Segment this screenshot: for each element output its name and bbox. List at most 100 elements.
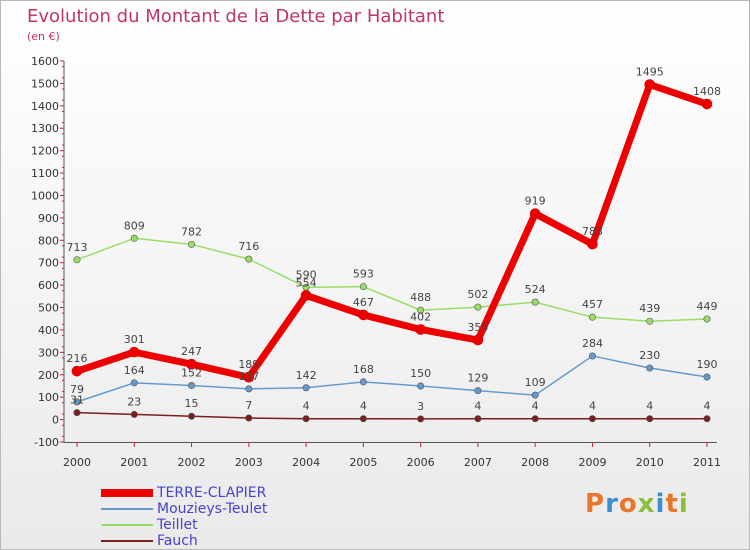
data-point: [302, 384, 310, 392]
x-tick-label: 2010: [636, 456, 664, 469]
y-tick-label: 200: [38, 369, 59, 382]
y-tick-label: 1100: [31, 167, 59, 180]
data-label: 190: [697, 358, 718, 371]
y-tick-label: 300: [38, 346, 59, 359]
data-label: 919: [525, 195, 546, 208]
data-label: 4: [360, 400, 367, 413]
x-tick-label: 2005: [349, 456, 377, 469]
data-point: [188, 382, 196, 390]
data-point: [130, 410, 138, 418]
data-label: 7: [245, 399, 252, 412]
data-label: 152: [181, 367, 202, 380]
data-point: [415, 324, 426, 335]
x-tick-label: 2011: [693, 456, 721, 469]
data-point: [588, 352, 596, 360]
data-label: 467: [353, 296, 374, 309]
data-point: [130, 234, 138, 242]
data-label: 31: [70, 394, 84, 407]
data-label: 593: [353, 268, 374, 281]
series-line: [76, 355, 708, 403]
legend-swatch: [101, 508, 153, 510]
x-tick-label: 2001: [120, 456, 148, 469]
data-label: 150: [410, 367, 431, 380]
legend-label: Mouzieys-Teulet: [157, 501, 268, 517]
data-label: 488: [410, 291, 431, 304]
data-point: [474, 303, 482, 311]
y-tick-label: -100: [34, 436, 59, 449]
data-label: 783: [582, 225, 603, 238]
data-label: 15: [185, 397, 199, 410]
legend-item: Mouzieys-Teulet: [101, 501, 361, 517]
y-tick-label: 100: [38, 391, 59, 404]
data-label: 4: [646, 400, 653, 413]
legend-item: Teillet: [101, 517, 361, 533]
x-tick-label: 2007: [464, 456, 492, 469]
data-point: [703, 373, 711, 381]
data-point: [646, 415, 654, 423]
data-label: 590: [296, 268, 317, 281]
data-point: [130, 379, 138, 387]
data-label: 1408: [693, 85, 721, 98]
data-point: [588, 415, 596, 423]
data-point: [474, 415, 482, 423]
x-tick-label: 2008: [521, 456, 549, 469]
x-tick-label: 2003: [235, 456, 263, 469]
y-tick-label: 1600: [31, 55, 59, 68]
data-label: 4: [589, 400, 596, 413]
data-point: [128, 346, 140, 358]
series-line: [76, 411, 708, 420]
y-tick-label: 1000: [31, 189, 59, 202]
data-label: 168: [353, 363, 374, 376]
data-label: 439: [639, 302, 660, 315]
x-tick-label: 2000: [63, 456, 91, 469]
data-label: 301: [124, 333, 145, 346]
data-point: [245, 255, 253, 263]
data-point: [245, 414, 253, 422]
data-point: [71, 365, 83, 377]
data-label: 809: [124, 219, 145, 232]
y-tick-label: 1500: [31, 77, 59, 90]
legend-swatch: [101, 540, 153, 542]
x-tick-label: 2006: [407, 456, 435, 469]
data-label: 230: [639, 349, 660, 362]
legend-swatch: [101, 489, 153, 497]
chart-subtitle: (en €): [27, 30, 60, 43]
chart-title: Evolution du Montant de la Dette par Hab…: [27, 6, 445, 27]
data-label: 284: [582, 337, 603, 350]
data-point: [359, 283, 367, 291]
data-point: [531, 298, 539, 306]
legend-item: TERRE-CLAPIER: [101, 485, 361, 501]
data-point: [186, 358, 197, 370]
y-tick-label: 1300: [31, 122, 59, 135]
data-point: [73, 398, 81, 406]
data-point: [644, 79, 656, 90]
data-label: 524: [525, 283, 546, 296]
data-point: [646, 317, 654, 325]
data-point: [73, 409, 81, 417]
data-point: [358, 309, 369, 321]
data-point: [245, 385, 253, 393]
data-point: [73, 256, 81, 264]
data-point: [703, 315, 711, 323]
data-label: 502: [467, 288, 488, 301]
series-line: [76, 237, 708, 322]
data-point: [646, 364, 654, 372]
y-tick-label: 500: [38, 302, 59, 315]
x-tick-label: 2002: [178, 456, 206, 469]
data-label: 137: [238, 370, 259, 383]
data-label: 782: [181, 225, 202, 238]
data-point: [188, 412, 196, 420]
data-point: [531, 415, 539, 423]
data-label: 716: [238, 240, 259, 253]
y-tick-label: 700: [38, 257, 59, 270]
data-point: [474, 387, 482, 395]
y-tick-label: 900: [38, 212, 59, 225]
data-label: 3: [417, 400, 424, 413]
data-point: [701, 98, 713, 110]
data-label: 79: [70, 383, 84, 396]
data-point: [703, 415, 711, 423]
data-point: [529, 208, 541, 219]
data-label: 402: [410, 310, 431, 323]
data-point: [300, 290, 312, 301]
